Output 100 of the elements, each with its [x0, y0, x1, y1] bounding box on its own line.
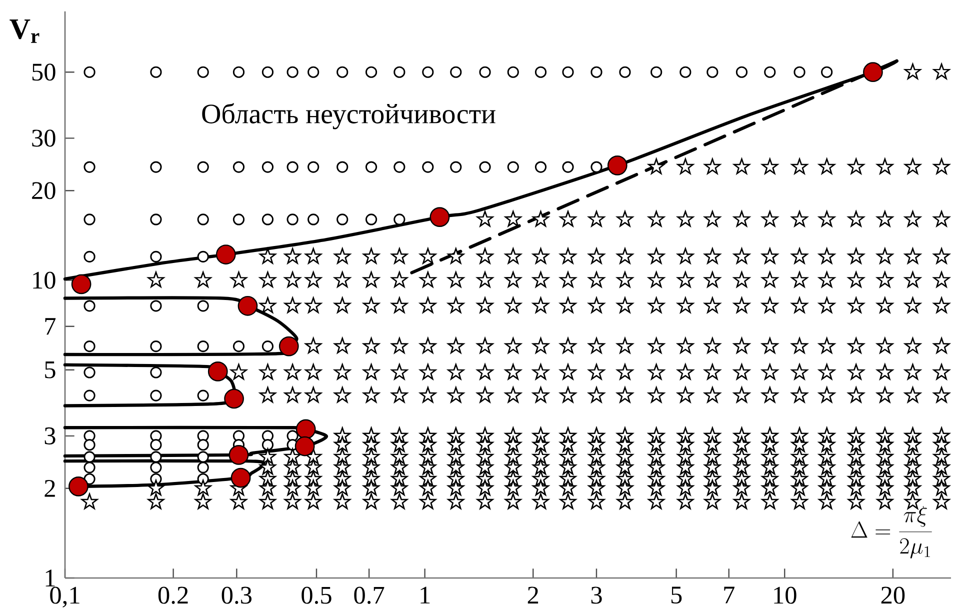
point [818, 458, 836, 475]
point [677, 386, 694, 403]
point [762, 158, 778, 174]
point [791, 338, 808, 354]
point [420, 448, 436, 464]
point [680, 66, 692, 78]
point [476, 248, 494, 264]
point [448, 248, 464, 264]
point [677, 364, 694, 380]
point [876, 158, 894, 174]
point [476, 480, 494, 496]
point [904, 448, 921, 464]
point [648, 386, 665, 403]
point [794, 66, 806, 78]
point [848, 386, 864, 403]
point [476, 448, 494, 464]
point [677, 480, 694, 496]
point [308, 161, 320, 173]
point [818, 386, 836, 403]
point [448, 364, 464, 380]
x-tick-label: 10 [774, 586, 796, 604]
point [334, 458, 351, 475]
x-tick-label: 2 [528, 586, 538, 604]
point [762, 436, 778, 452]
point [704, 436, 721, 452]
point [363, 480, 380, 496]
point [904, 158, 921, 174]
point [818, 272, 836, 288]
point [648, 448, 665, 464]
point [448, 448, 464, 464]
point [448, 493, 464, 510]
point [876, 338, 894, 354]
point [504, 448, 522, 464]
point [420, 436, 436, 452]
point [818, 448, 836, 464]
point [532, 210, 550, 227]
point [733, 364, 750, 380]
point [532, 248, 550, 264]
point [334, 272, 351, 288]
point [363, 493, 380, 510]
point [420, 386, 436, 403]
point [648, 436, 665, 452]
point [648, 493, 665, 510]
point [476, 338, 494, 354]
x-tick-label: 20 [881, 586, 905, 604]
point [762, 272, 778, 288]
point [876, 448, 894, 464]
point [305, 458, 322, 475]
x-tick-label: 3 [591, 586, 602, 604]
point [791, 448, 808, 464]
point [363, 248, 380, 264]
point [706, 66, 718, 78]
point [762, 448, 778, 464]
point [704, 386, 721, 403]
y-tick-label: 30 [32, 130, 56, 147]
point [876, 386, 894, 403]
point [733, 248, 750, 264]
point [334, 493, 351, 510]
point [677, 458, 694, 475]
point [848, 210, 864, 227]
point [791, 480, 808, 496]
point [733, 386, 750, 403]
point [791, 248, 808, 264]
point [476, 210, 494, 227]
point [534, 161, 547, 173]
point [334, 297, 351, 314]
point [532, 364, 550, 380]
point [476, 364, 494, 380]
x-tick-label: 7 [724, 586, 734, 604]
point [532, 493, 550, 510]
point [904, 364, 921, 380]
point [762, 297, 778, 314]
point [336, 214, 348, 226]
point [904, 436, 921, 452]
point [733, 448, 750, 464]
point [391, 272, 408, 288]
point [848, 272, 864, 288]
point [876, 436, 894, 452]
x-tick-label: 1 [420, 586, 430, 604]
point [677, 248, 694, 264]
point [677, 158, 694, 174]
point [363, 297, 380, 314]
point [420, 338, 436, 354]
point [733, 436, 750, 452]
point [334, 436, 351, 452]
point [904, 297, 921, 314]
point [420, 272, 436, 288]
point [704, 272, 721, 288]
point [848, 248, 864, 264]
point [818, 297, 836, 314]
point [363, 448, 380, 464]
point [450, 161, 462, 173]
point [791, 493, 808, 510]
point [394, 161, 406, 173]
point [476, 458, 494, 475]
point [733, 158, 750, 174]
point [363, 458, 380, 475]
point [704, 458, 721, 475]
point [848, 338, 864, 354]
point [504, 338, 522, 354]
